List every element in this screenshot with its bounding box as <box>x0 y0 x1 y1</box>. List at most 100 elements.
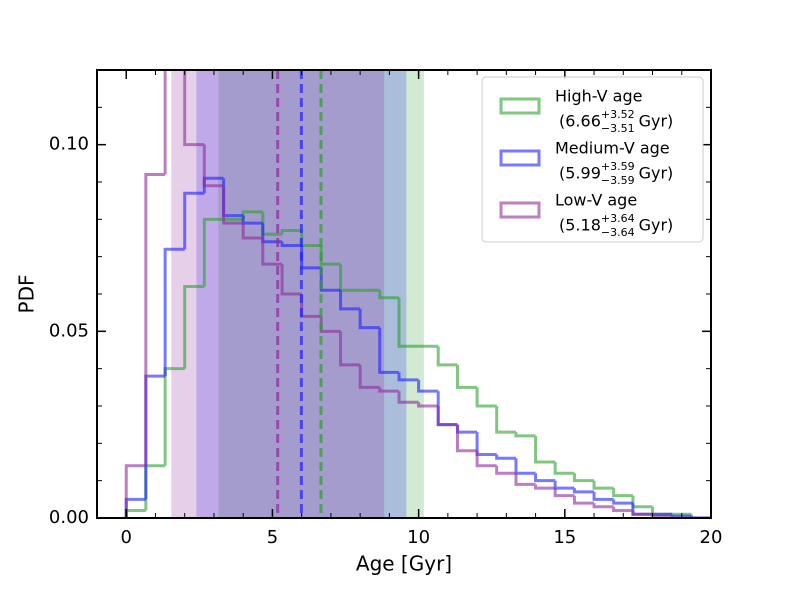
histogram-step <box>456 424 478 434</box>
histogram-step <box>261 238 283 266</box>
histogram-step <box>534 473 556 483</box>
histogram-step <box>144 173 166 466</box>
histogram-step <box>358 364 380 389</box>
histogram-step <box>397 391 419 404</box>
histogram-step <box>144 374 166 500</box>
legend-box <box>481 76 704 243</box>
histogram-step <box>612 488 633 498</box>
histogram-step <box>631 510 653 516</box>
histogram-step <box>612 499 633 505</box>
histogram-step <box>495 406 516 434</box>
histogram-step <box>339 290 361 311</box>
histogram-step <box>436 346 458 367</box>
histogram-step <box>495 454 516 460</box>
legend-unit: Gyr) <box>639 112 674 131</box>
legend-median: 6.66 <box>565 112 601 131</box>
histogram-step <box>592 480 614 490</box>
histogram-step <box>378 327 400 374</box>
histogram-step <box>631 503 653 516</box>
histogram-step <box>358 308 380 330</box>
legend-median: 5.99 <box>565 164 601 183</box>
histogram-step <box>572 473 595 483</box>
histogram-step <box>417 379 439 393</box>
legend-median: 5.18 <box>565 216 601 235</box>
x-tick-label: 15 <box>553 527 576 548</box>
legend-paren: ( <box>559 216 565 235</box>
x-tick-label: 5 <box>267 527 278 548</box>
histogram-step <box>163 70 167 175</box>
x-tick-label: 20 <box>700 527 723 548</box>
histogram-step <box>514 432 536 438</box>
histogram-step <box>514 458 536 475</box>
legend-label: High-V age <box>555 87 642 106</box>
histogram-step <box>280 229 302 235</box>
histogram-step <box>475 387 497 408</box>
histogram-step <box>553 462 575 475</box>
histogram-step <box>124 509 146 518</box>
legend-err-plus: +3.64 <box>601 212 635 225</box>
histogram-step <box>397 297 419 348</box>
histogram-step <box>475 450 497 468</box>
histogram-step <box>183 285 205 369</box>
histogram-step <box>436 406 458 427</box>
y-tick-label: 0.10 <box>49 134 89 155</box>
legend-err-plus: +3.52 <box>601 108 635 121</box>
legend-swatch <box>499 149 541 167</box>
histogram-step <box>319 316 341 333</box>
histogram-step <box>378 290 400 300</box>
histogram-step <box>572 488 595 494</box>
histogram-step <box>534 435 556 464</box>
histogram-step <box>202 144 224 188</box>
histogram-step <box>475 432 497 457</box>
histogram-step <box>417 402 439 408</box>
histogram-step <box>592 503 614 509</box>
legend-unit: Gyr) <box>639 164 674 183</box>
histogram-step <box>631 495 653 509</box>
histogram-step <box>572 495 595 505</box>
legend-unit: Gyr) <box>639 216 674 235</box>
histogram-step <box>144 464 166 511</box>
x-tick-label: 0 <box>121 527 132 548</box>
histogram-step <box>592 491 614 501</box>
histogram-step <box>319 267 341 292</box>
histogram-step <box>670 516 692 518</box>
legend-label: Low-V age <box>555 191 637 210</box>
x-tick-label: 10 <box>407 527 430 548</box>
y-axis-label: PDF <box>15 275 39 314</box>
histogram-step <box>163 247 185 377</box>
x-axis-label: Age [Gyr] <box>356 552 452 576</box>
histogram-step <box>124 464 146 518</box>
histogram-step <box>456 364 478 389</box>
histogram-step <box>514 473 536 486</box>
legend-swatch <box>499 201 541 219</box>
histogram-step <box>280 241 302 247</box>
histogram-step <box>612 506 633 513</box>
histogram-step <box>534 484 556 490</box>
legend-err-minus: −3.64 <box>601 226 635 239</box>
legend-swatch <box>499 97 541 115</box>
histogram-step <box>202 217 224 287</box>
axes: 0 5 10 15 20 0.00 0.05 0.10 <box>49 69 723 548</box>
histogram-step <box>319 245 341 266</box>
histogram-step <box>222 185 244 225</box>
legend: High-V age (6.66 +3.52−3.51 Gyr) Medium-V ag… <box>481 76 704 243</box>
histogram-step <box>553 480 575 490</box>
legend-label: Medium-V age <box>555 139 670 158</box>
legend-paren: ( <box>559 164 565 183</box>
legend-paren: ( <box>559 112 565 131</box>
median-lines <box>276 70 323 518</box>
histogram-step <box>553 488 575 498</box>
y-tick-label: 0.00 <box>49 507 89 528</box>
histogram-step <box>124 497 146 518</box>
histogram-step <box>339 331 361 367</box>
legend-err-plus: +3.59 <box>601 160 635 173</box>
histogram-step <box>436 391 458 427</box>
y-tick-label: 0.05 <box>49 320 89 341</box>
histogram-step <box>456 424 478 453</box>
histogram-step <box>183 191 205 250</box>
legend-err-minus: −3.59 <box>601 174 635 187</box>
histograms <box>124 70 711 518</box>
histogram-step <box>378 387 400 393</box>
histogram-step <box>397 372 419 382</box>
